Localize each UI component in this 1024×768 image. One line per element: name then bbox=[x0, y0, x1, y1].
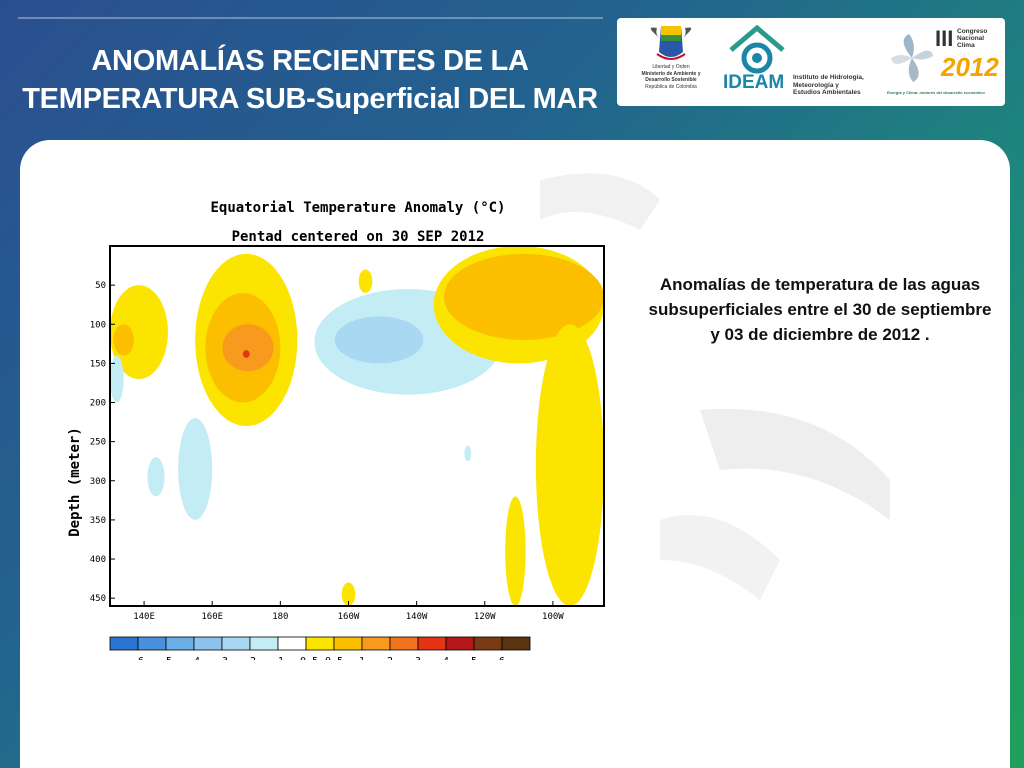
congreso-line-1: Congreso bbox=[957, 28, 988, 35]
colorbar-swatch bbox=[389, 636, 419, 651]
ministry-line-4: República de Colombia bbox=[645, 83, 697, 90]
anomaly-region bbox=[113, 324, 134, 356]
anomaly-region bbox=[222, 324, 274, 372]
colorbar-swatch bbox=[333, 636, 363, 651]
anomaly-region bbox=[358, 269, 373, 293]
plot-frame bbox=[109, 245, 605, 607]
ideam-line-2: Meteorología y bbox=[793, 81, 839, 89]
colorbar-label: 6 bbox=[499, 656, 505, 660]
x-tick-label: 180 bbox=[272, 612, 288, 622]
anomaly-region bbox=[341, 582, 356, 606]
anomaly-region bbox=[178, 418, 213, 520]
colorbar-swatch bbox=[501, 636, 531, 651]
colorbar-swatch bbox=[305, 636, 335, 651]
ministry-line-1: Libertad y Orden bbox=[652, 64, 690, 70]
congreso-line-3: Clima bbox=[957, 42, 975, 49]
chart-subtitle: Pentad centered on 30 SEP 2012 bbox=[232, 229, 485, 245]
watermark-decoration bbox=[540, 173, 890, 600]
x-tick-label: 160W bbox=[338, 612, 360, 622]
colorbar-label: -6 bbox=[132, 656, 144, 660]
x-tick-label: 140W bbox=[406, 612, 428, 622]
colorbar-label: -1 bbox=[272, 656, 284, 660]
congreso-year: 2012 bbox=[941, 52, 999, 82]
ideam-line-3: Estudios Ambientales bbox=[793, 89, 861, 96]
colorbar-swatch bbox=[417, 636, 447, 651]
y-tick-label: 450 bbox=[90, 594, 106, 604]
plot-field bbox=[110, 246, 604, 606]
colorbar-label: -0.5 bbox=[294, 656, 318, 660]
congreso-logo: III Congreso Nacional Clima 2012 Energía… bbox=[887, 22, 1001, 102]
colorbar-label: -4 bbox=[188, 656, 200, 660]
anomaly-region bbox=[505, 496, 526, 606]
y-tick-label: 150 bbox=[90, 359, 106, 369]
colorbar-swatch bbox=[249, 636, 279, 651]
ministry-line-3: Desarrollo Sostenible bbox=[645, 77, 697, 83]
anomaly-region bbox=[443, 253, 604, 340]
anomaly-region bbox=[535, 324, 604, 606]
colorbar-swatch bbox=[109, 636, 139, 651]
anomaly-region bbox=[110, 285, 168, 380]
colorbar: -6 -5 -4 -3 -2 -1 -0.5 0.5 1 2 3 4 5 6 bbox=[109, 636, 531, 660]
colorbar-label: 0.5 bbox=[325, 656, 343, 660]
colorbar-label: -5 bbox=[160, 656, 172, 660]
ministry-logo: Libertad y Orden Ministerio de Ambiente … bbox=[627, 22, 715, 102]
colorbar-swatch bbox=[165, 636, 195, 651]
y-tick-label: 250 bbox=[90, 438, 106, 448]
anomaly-region bbox=[147, 457, 165, 497]
y-tick-label: 100 bbox=[90, 320, 106, 330]
congreso-line-2: Nacional bbox=[957, 35, 985, 42]
logo-bar: Libertad y Orden Ministerio de Ambiente … bbox=[617, 18, 1005, 106]
x-axis: 140E 160E 180 160W 140W 120W 100W bbox=[133, 601, 564, 622]
congreso-roman: III bbox=[935, 26, 954, 51]
title-rule bbox=[18, 17, 603, 19]
ministry-line-2: Ministerio de Ambiente y bbox=[641, 70, 701, 77]
chart-title: Equatorial Temperature Anomaly (°C) bbox=[210, 200, 505, 216]
y-tick-label: 350 bbox=[90, 516, 106, 526]
x-tick-label: 100W bbox=[542, 612, 564, 622]
anomaly-region bbox=[334, 316, 424, 364]
ideam-name: IDEAM bbox=[723, 72, 785, 93]
anomaly-chart: Equatorial Temperature Anomaly (°C) Pent… bbox=[67, 200, 605, 660]
ideam-swirl-icon bbox=[729, 24, 785, 74]
title-line-1: ANOMALÍAS RECIENTES DE LA bbox=[91, 45, 529, 77]
colorbar-label: -3 bbox=[216, 656, 228, 660]
chart-ylabel: Depth (meter) bbox=[67, 427, 83, 537]
y-tick-label: 400 bbox=[90, 555, 106, 565]
colorbar-swatch bbox=[361, 636, 391, 651]
colorbar-label: 3 bbox=[415, 656, 421, 660]
colorbar-swatch bbox=[137, 636, 167, 651]
colorbar-label: 5 bbox=[471, 656, 477, 660]
x-tick-label: 160E bbox=[201, 612, 223, 622]
description-text: Anomalías de temperatura de las aguas su… bbox=[648, 275, 992, 344]
ideam-logo: IDEAM Instituto de Hidrología, Meteorolo… bbox=[721, 22, 881, 102]
colorbar-swatch bbox=[221, 636, 251, 651]
anomaly-region bbox=[464, 445, 472, 462]
colorbar-swatch bbox=[193, 636, 223, 651]
anomaly-region bbox=[242, 350, 250, 358]
colorbar-label: 2 bbox=[387, 656, 393, 660]
x-tick-label: 120W bbox=[474, 612, 496, 622]
y-tick-label: 50 bbox=[95, 281, 106, 291]
y-axis: 50 100 150 200 250 300 350 400 450 bbox=[90, 281, 115, 604]
colorbar-swatch bbox=[473, 636, 503, 651]
colorbar-label: -2 bbox=[244, 656, 256, 660]
colorbar-label: 4 bbox=[443, 656, 449, 660]
y-tick-label: 200 bbox=[90, 399, 106, 409]
title-line-2: TEMPERATURA SUB-Superficial DEL MAR bbox=[22, 83, 598, 115]
coat-of-arms-icon bbox=[650, 26, 692, 60]
colorbar-swatch bbox=[445, 636, 475, 651]
ideam-line-1: Instituto de Hidrología, bbox=[793, 74, 864, 81]
x-tick-label: 140E bbox=[133, 612, 155, 622]
slide-title: ANOMALÍAS RECIENTES DE LA TEMPERATURA SU… bbox=[20, 42, 600, 118]
pinwheel-icon bbox=[891, 34, 933, 82]
y-tick-label: 300 bbox=[90, 477, 106, 487]
anomaly-region bbox=[110, 355, 124, 403]
congreso-tagline: Energía y Clima: motores del desarrollo … bbox=[887, 90, 985, 95]
colorbar-label: 1 bbox=[359, 656, 365, 660]
colorbar-swatch bbox=[277, 636, 307, 651]
